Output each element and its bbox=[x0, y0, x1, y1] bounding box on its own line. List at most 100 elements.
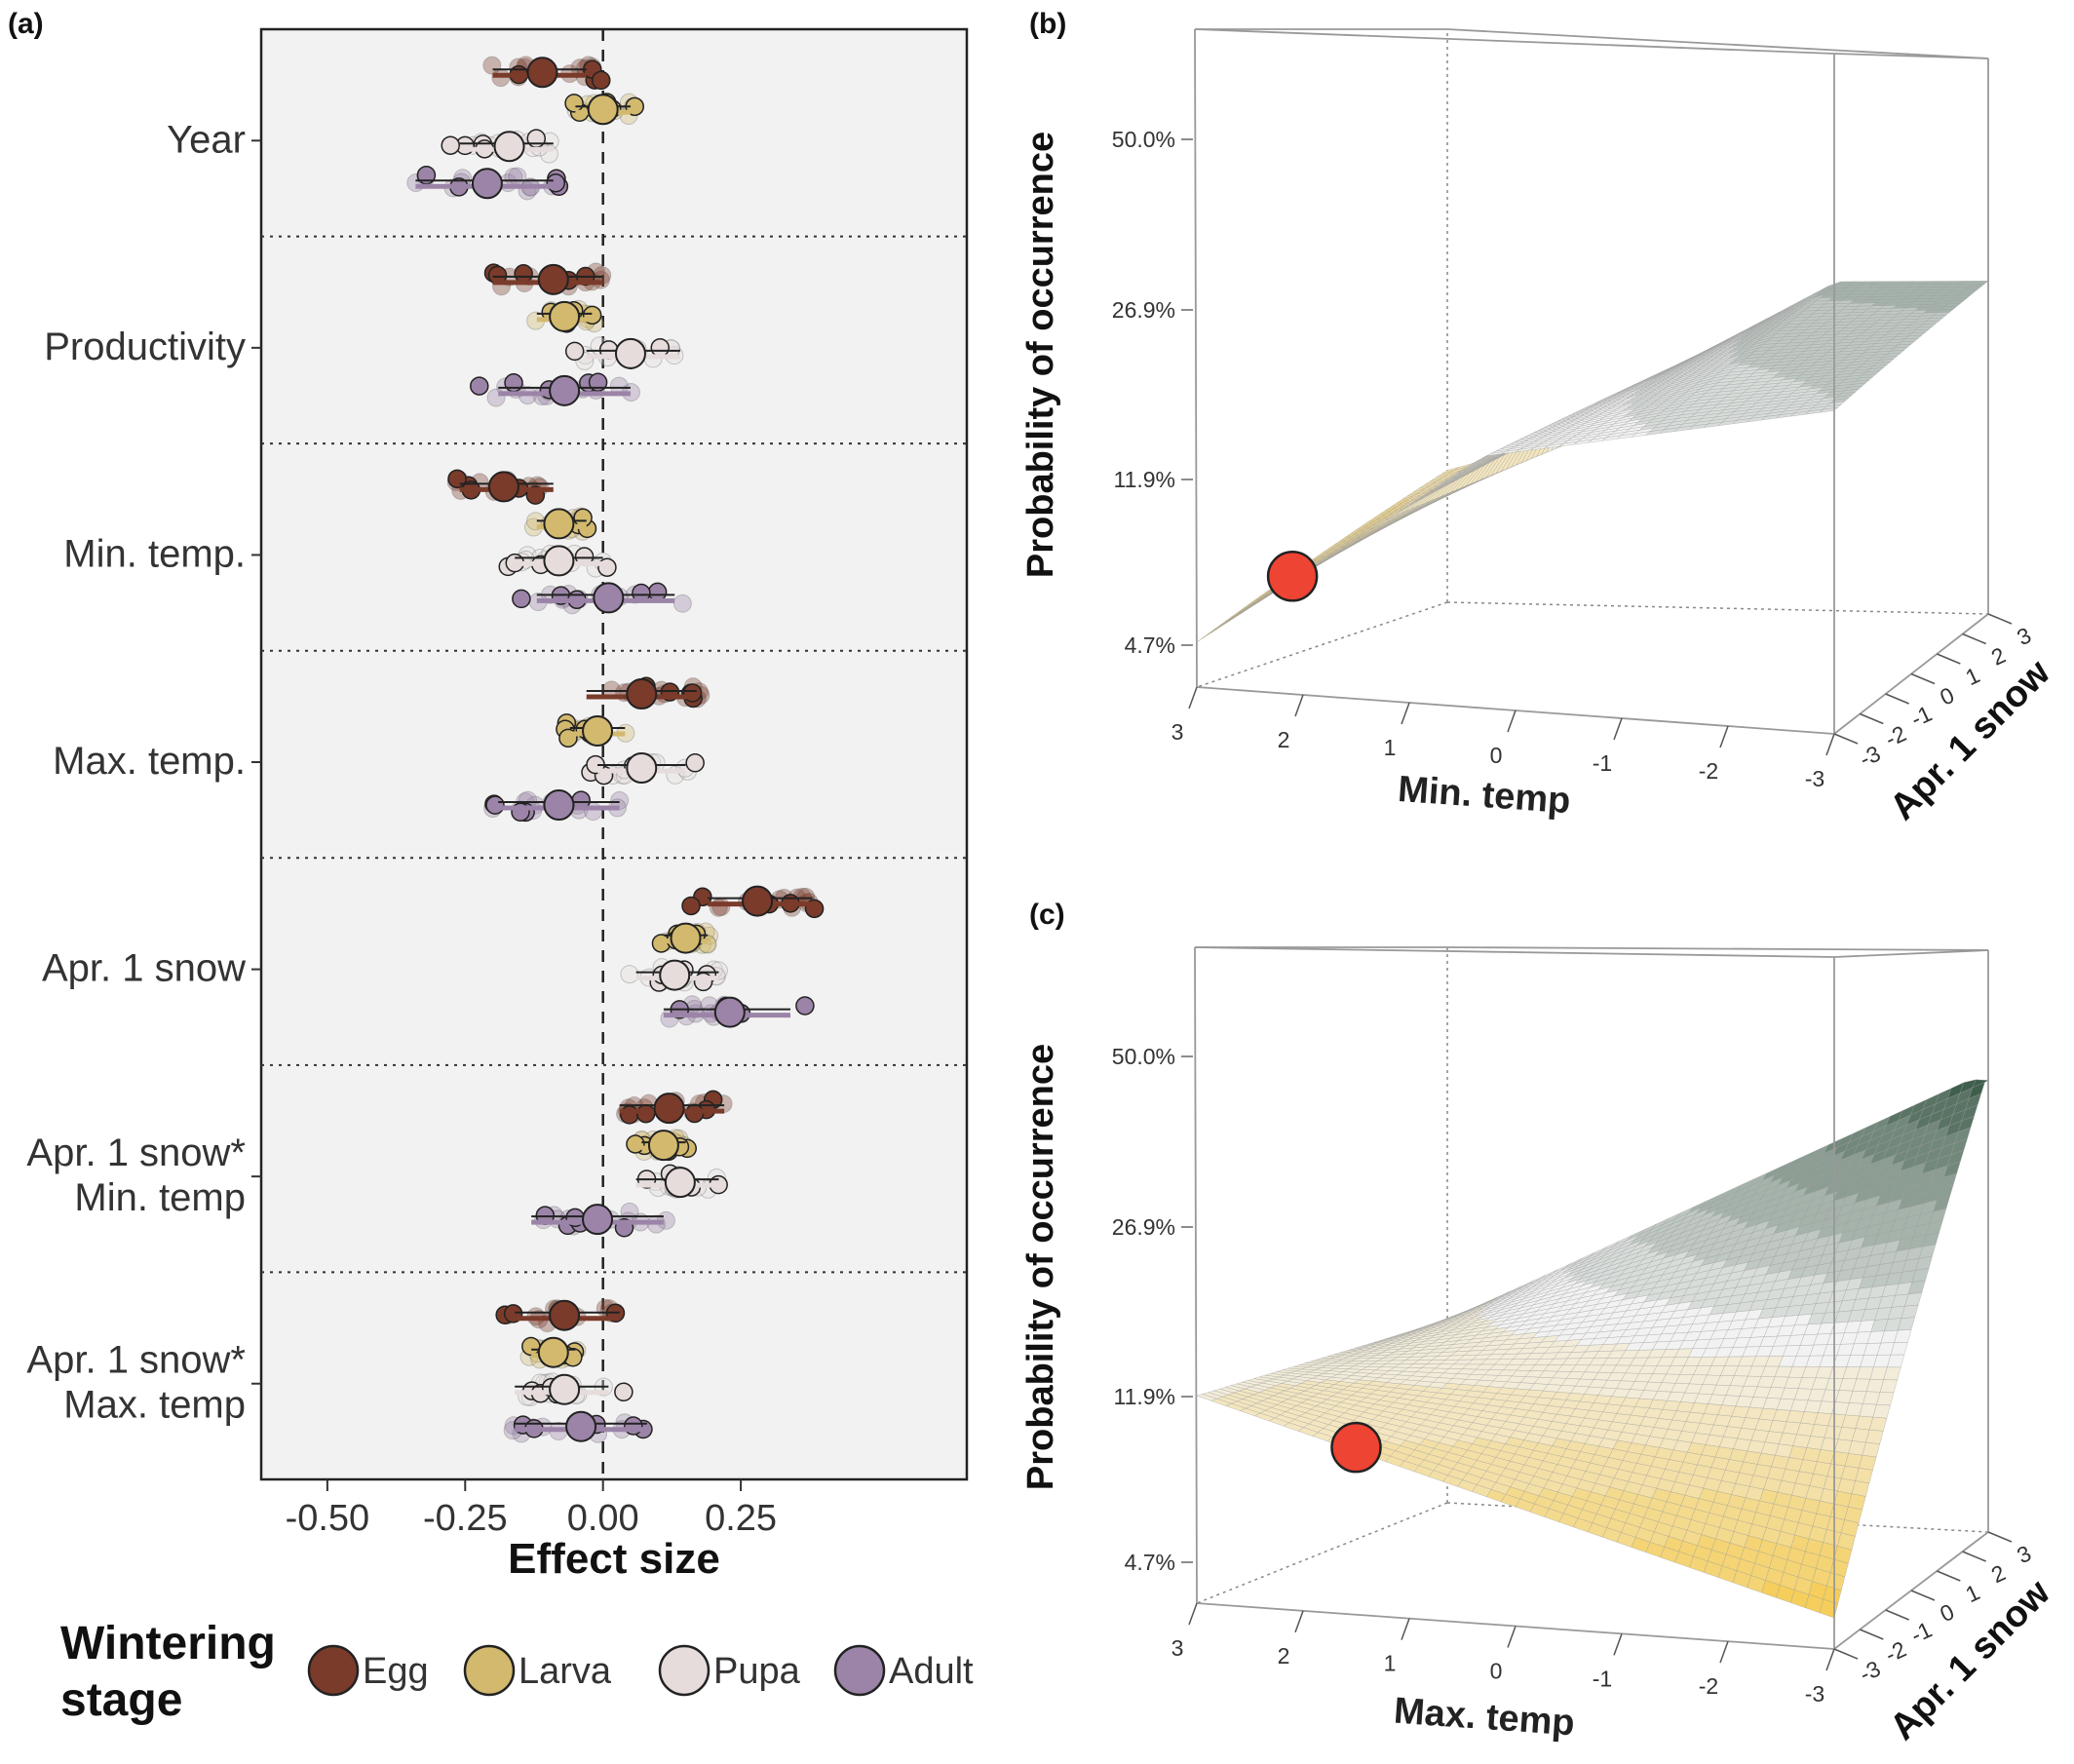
mean-point-adult bbox=[713, 996, 746, 1028]
category-label-line: Min. temp bbox=[74, 1176, 246, 1219]
mean-point-pupa bbox=[664, 1167, 696, 1199]
category-label-line: Max. temp bbox=[63, 1384, 246, 1427]
replicate-point bbox=[441, 135, 460, 155]
replicate-point bbox=[526, 129, 546, 148]
mean-point-larva bbox=[582, 715, 614, 747]
surface-cell bbox=[1819, 406, 1839, 413]
y-tick-label: 2 bbox=[1987, 642, 2010, 671]
mean-point-larva bbox=[670, 922, 702, 954]
probability-surface bbox=[1196, 281, 1989, 643]
x-axis-ticks: 3 2 1 0 -1 -2 -3 bbox=[1171, 686, 1835, 791]
y-tick-label: 3 bbox=[2013, 1540, 2035, 1568]
highlight-point bbox=[1266, 551, 1319, 602]
panel-a-label: (a) bbox=[8, 8, 44, 40]
x-tick-label: 0 bbox=[1490, 743, 1503, 768]
category-label: Year bbox=[167, 118, 246, 161]
mean-point-adult bbox=[582, 1204, 614, 1236]
y-tick-mark bbox=[1885, 1609, 1909, 1621]
category-label-line: Year bbox=[167, 118, 246, 161]
y-tick-label: -3 bbox=[1856, 1656, 1885, 1687]
x-axis-title: Min. temp bbox=[1397, 769, 1572, 822]
box-edge bbox=[1833, 949, 1989, 958]
panel-a-background bbox=[259, 27, 969, 1481]
legend-swatch-adult bbox=[833, 1644, 886, 1697]
z-axis-title: Probability of occurrence bbox=[1020, 132, 1061, 578]
x-tick-label: -3 bbox=[1805, 1681, 1824, 1706]
panel-b-surface-plot: 4.7%11.9%26.9%50.0% Probability of occurr… bbox=[1020, 28, 2058, 828]
box-hidden-edge bbox=[1196, 1502, 1448, 1604]
x-tick-label: 2 bbox=[1278, 1643, 1290, 1668]
category-label-line: Min. temp. bbox=[63, 532, 246, 575]
y-tick-mark bbox=[1860, 712, 1884, 725]
y-tick-mark bbox=[1962, 1551, 1986, 1562]
legend-items: Egg Larva Pupa Adult bbox=[307, 1644, 974, 1697]
z-tick-label: 4.7% bbox=[1125, 1550, 1175, 1575]
mean-point-pupa bbox=[626, 752, 658, 784]
replicate-point bbox=[573, 508, 593, 528]
replicate-point bbox=[485, 795, 505, 815]
replicate-point bbox=[416, 165, 437, 185]
category-label: Productivity bbox=[44, 326, 246, 368]
y-tick-label: 2 bbox=[1987, 1559, 2010, 1588]
z-axis-ticks: 4.7%11.9%26.9%50.0% bbox=[1112, 127, 1193, 658]
x-tick-label: -0.25 bbox=[423, 1498, 508, 1539]
y-tick-label: -2 bbox=[1881, 720, 1910, 751]
replicate-point bbox=[681, 896, 701, 916]
highlight-point bbox=[1330, 1421, 1382, 1474]
legend-label-adult: Adult bbox=[889, 1651, 974, 1692]
mean-point-egg bbox=[653, 1093, 685, 1125]
x-tick-mark bbox=[1613, 717, 1623, 741]
y-tick-label: -3 bbox=[1856, 741, 1885, 772]
replicate-point bbox=[635, 1103, 656, 1124]
z-tick-label: 50.0% bbox=[1112, 127, 1175, 152]
replicate-point bbox=[514, 263, 533, 284]
category-label: Apr. 1 snow* Min. temp bbox=[26, 1131, 246, 1219]
panel-c-label: (c) bbox=[1029, 899, 1065, 931]
x-axis-title: Effect size bbox=[508, 1535, 720, 1583]
y-tick-mark bbox=[1860, 1629, 1884, 1640]
y-tick-mark bbox=[1833, 733, 1859, 745]
legend-swatch-pupa bbox=[658, 1644, 711, 1697]
x-axis-ticks: 3 2 1 0 -1 -2 -3 bbox=[1171, 1602, 1835, 1706]
mean-point-egg bbox=[742, 885, 774, 917]
y-tick-label: -2 bbox=[1881, 1636, 1910, 1668]
x-tick-mark bbox=[1825, 733, 1835, 756]
replicate-point bbox=[564, 94, 584, 113]
y-tick-label: 3 bbox=[2013, 622, 2035, 650]
box-hidden-edges bbox=[1196, 29, 1989, 688]
x-tick-label: 0 bbox=[1490, 1659, 1503, 1684]
mean-point-egg bbox=[526, 57, 558, 89]
y-tick-mark bbox=[1987, 1531, 2013, 1543]
mean-point-adult bbox=[543, 789, 575, 821]
probability-surface bbox=[1196, 1079, 1989, 1619]
legend-swatch-larva bbox=[463, 1644, 516, 1697]
box-edge bbox=[1194, 946, 1198, 1604]
y-tick-mark bbox=[1962, 633, 1986, 645]
y-tick-label: 1 bbox=[1962, 1579, 1984, 1607]
box-hidden-edge bbox=[1196, 601, 1448, 688]
replicate-point bbox=[564, 341, 585, 362]
panel-b-label: (b) bbox=[1029, 8, 1066, 40]
replicate-point bbox=[647, 582, 668, 602]
y-tick-mark bbox=[1910, 672, 1936, 685]
replicate-point bbox=[620, 965, 639, 984]
x-tick-mark bbox=[1294, 1610, 1304, 1633]
z-tick-label: 50.0% bbox=[1112, 1044, 1175, 1069]
replicate-point bbox=[504, 373, 523, 393]
mean-point-larva bbox=[537, 1336, 569, 1368]
replicate-point bbox=[470, 376, 489, 396]
mean-point-pupa bbox=[549, 1373, 581, 1405]
mean-point-egg bbox=[626, 678, 658, 709]
mean-point-adult bbox=[549, 374, 581, 406]
x-tick-mark bbox=[1719, 725, 1729, 748]
x-tick-mark bbox=[1613, 1633, 1623, 1656]
x-tick-label: 3 bbox=[1171, 719, 1184, 745]
panel-c-surface-plot: 4.7%11.9%26.9%50.0%Probability of occurr… bbox=[1020, 946, 2058, 1748]
replicate-point bbox=[795, 996, 815, 1016]
legend-label-pupa: Pupa bbox=[713, 1651, 801, 1692]
box-edge bbox=[1194, 28, 1198, 688]
legend-title: Wintering stage bbox=[60, 1618, 288, 1726]
mean-point-pupa bbox=[543, 545, 575, 577]
y-tick-label: 0 bbox=[1936, 1598, 1958, 1627]
